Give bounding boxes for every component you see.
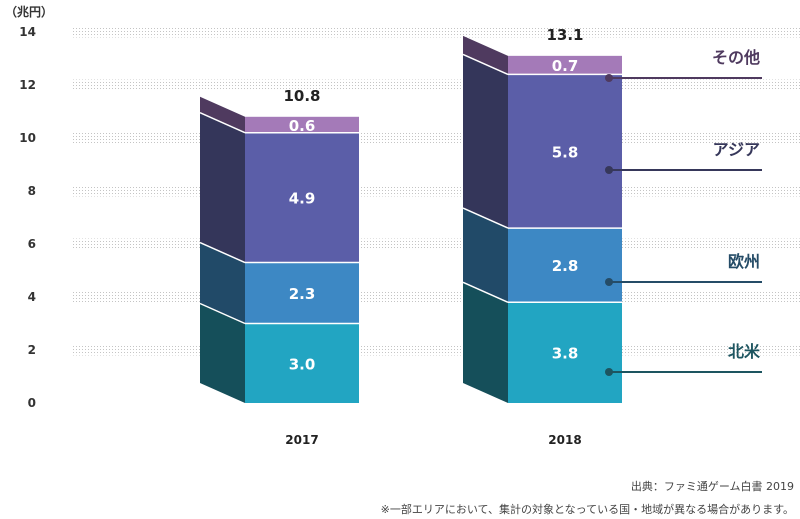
bar-segment	[245, 132, 359, 263]
grid-band	[72, 291, 800, 303]
y-tick-label: 0	[28, 396, 36, 410]
bar-side-face	[463, 282, 508, 403]
y-tick-label: 2	[28, 343, 36, 357]
grid-band	[72, 185, 800, 197]
segment-divider	[462, 207, 509, 229]
bar-side-face	[200, 242, 245, 324]
bar-segment	[245, 116, 359, 133]
bar-segment	[508, 74, 622, 229]
data-label: 0.6	[289, 117, 316, 135]
grid-band	[72, 26, 800, 38]
bar-side-face	[463, 35, 508, 75]
bar-side-face	[200, 303, 245, 403]
bar-side-face	[463, 54, 508, 229]
y-tick-label: 6	[28, 237, 36, 251]
legend-label: アジア	[713, 140, 760, 159]
bar-side-face	[463, 208, 508, 303]
grid-band	[72, 238, 800, 250]
grid-band	[72, 132, 800, 144]
y-axis-unit: （兆円）	[5, 4, 53, 19]
legend-label: 欧州	[728, 252, 760, 271]
y-tick-label: 4	[28, 290, 36, 304]
data-label: 2.3	[289, 285, 316, 303]
bar-segment	[508, 228, 622, 303]
segment-divider	[199, 112, 246, 134]
total-label: 13.1	[546, 26, 583, 44]
data-label: 5.8	[552, 143, 579, 161]
bar-segment	[508, 55, 622, 75]
data-label: 0.7	[552, 57, 579, 75]
grid-band	[72, 79, 800, 91]
segment-divider	[462, 281, 509, 303]
data-label: 2.8	[552, 257, 579, 275]
bar-side-face	[200, 112, 245, 263]
source-note: 出典：ファミ通ゲーム白書 2019	[630, 480, 794, 493]
bar-segment	[245, 323, 359, 403]
bar-segment	[508, 302, 622, 403]
segment-divider	[199, 241, 246, 264]
x-tick-label: 2018	[548, 433, 581, 447]
legend-label: 北米	[728, 342, 761, 361]
legend-label: その他	[712, 48, 760, 67]
data-label: 3.0	[289, 355, 316, 373]
bar-segment	[245, 262, 359, 324]
x-tick-label: 2017	[285, 433, 318, 447]
y-tick-label: 14	[19, 25, 36, 39]
y-tick-label: 12	[19, 78, 36, 92]
bar-side-face	[200, 96, 245, 133]
footnote: ※一部エリアにおいて、集計の対象となっている国・地域が異なる場合があります。	[380, 503, 794, 516]
data-label: 4.9	[289, 190, 316, 208]
segment-divider	[462, 53, 509, 76]
total-label: 10.8	[283, 87, 320, 105]
segment-divider	[199, 302, 246, 325]
grid-band	[72, 344, 800, 356]
y-tick-label: 10	[19, 131, 36, 145]
data-label: 3.8	[552, 345, 579, 363]
y-tick-label: 8	[28, 184, 36, 198]
